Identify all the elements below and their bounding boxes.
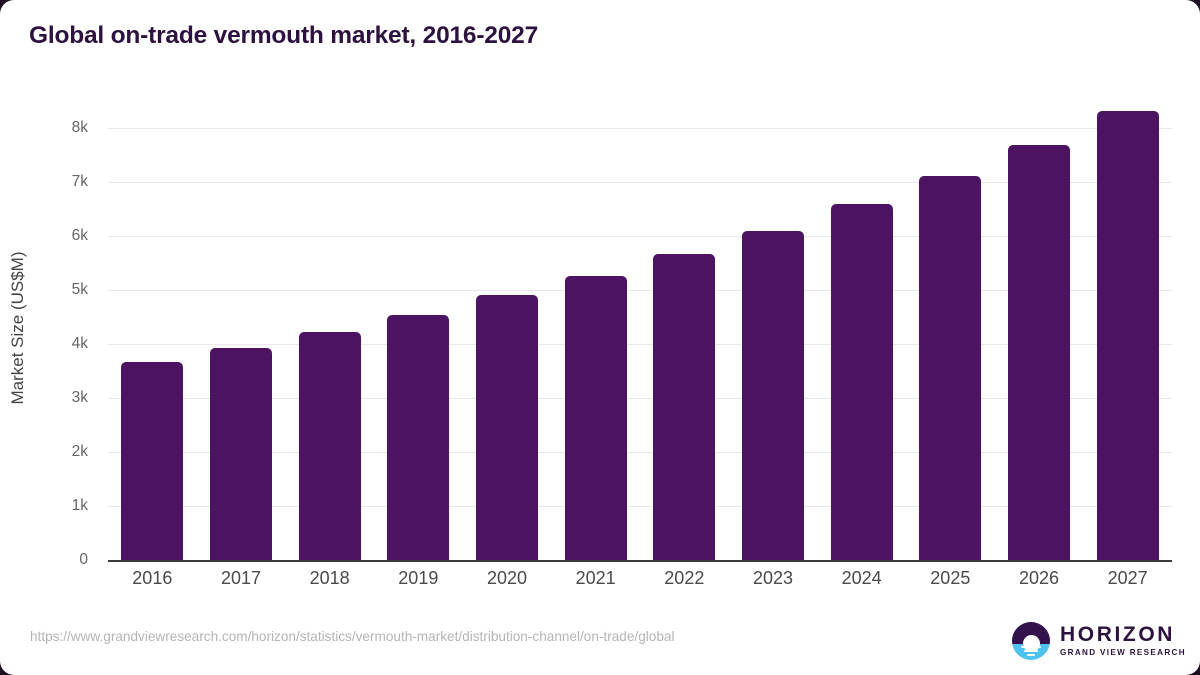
gridline: [108, 290, 1172, 291]
x-axis-tick-label: 2016: [132, 568, 173, 588]
y-axis-title: Market Size (US$M): [8, 251, 27, 405]
x-axis-tick-label: 2019: [398, 568, 439, 588]
bar-2027[interactable]: [1096, 110, 1159, 560]
bar-2023[interactable]: [742, 230, 804, 560]
bar-2016[interactable]: [121, 362, 184, 560]
x-axis-tick-label: 2024: [841, 568, 882, 588]
x-axis-tick-label: 2020: [486, 568, 527, 588]
chart-title: Global on-trade vermouth market, 2016-20…: [29, 22, 539, 49]
y-axis-tick-label: 4k: [71, 335, 88, 352]
y-axis-tick-label: 3k: [71, 389, 88, 406]
gridline: [108, 452, 1172, 453]
y-axis-tick-label: 1k: [71, 497, 88, 514]
bar-2017[interactable]: [210, 348, 272, 560]
x-axis-tick-label: 2025: [930, 568, 971, 588]
gridline: [108, 182, 1172, 183]
horizon-sun-icon: [1012, 622, 1050, 660]
x-axis-tick-label: 2023: [752, 568, 793, 588]
bar-2020[interactable]: [476, 295, 538, 560]
x-axis-tick-label: 2027: [1107, 568, 1148, 588]
bar-2025[interactable]: [919, 176, 982, 560]
logo-title: HORIZON: [1060, 623, 1176, 647]
gridline: [108, 506, 1172, 507]
x-axis-tick-label: 2022: [664, 568, 705, 588]
x-axis-tick-label: 2021: [575, 568, 616, 588]
horizon-logo[interactable]: HORIZON GRAND VIEW RESEARCH: [1012, 620, 1186, 662]
y-axis-tick-label: 8k: [71, 119, 88, 136]
gridline: [108, 344, 1172, 345]
bar-2021[interactable]: [564, 275, 627, 560]
gridline: [108, 398, 1172, 399]
x-axis-line: [108, 560, 1172, 562]
plot-area: [108, 128, 1172, 560]
bar-2022[interactable]: [653, 254, 716, 560]
y-axis-tick-label: 5k: [71, 281, 88, 298]
bar-2026[interactable]: [1008, 144, 1070, 560]
y-axis-tick-label: 7k: [71, 173, 88, 190]
y-axis-tick-label: 6k: [71, 227, 88, 244]
gridline: [108, 236, 1172, 237]
x-axis-tick-label: 2026: [1018, 568, 1059, 588]
x-axis-tick-label: 2018: [309, 568, 350, 588]
logo-subtitle: GRAND VIEW RESEARCH: [1060, 648, 1186, 658]
bar-2024[interactable]: [830, 204, 893, 560]
logo-text: HORIZON GRAND VIEW RESEARCH: [1060, 624, 1186, 657]
gridline: [108, 128, 1172, 129]
source-url[interactable]: https://www.grandviewresearch.com/horizo…: [30, 629, 675, 644]
y-axis-tick-label: 0: [79, 551, 88, 568]
x-axis-tick-label: 2017: [220, 568, 261, 588]
bar-2018[interactable]: [298, 331, 361, 560]
bar-2019[interactable]: [387, 315, 450, 560]
y-axis-tick-label: 2k: [71, 443, 88, 460]
